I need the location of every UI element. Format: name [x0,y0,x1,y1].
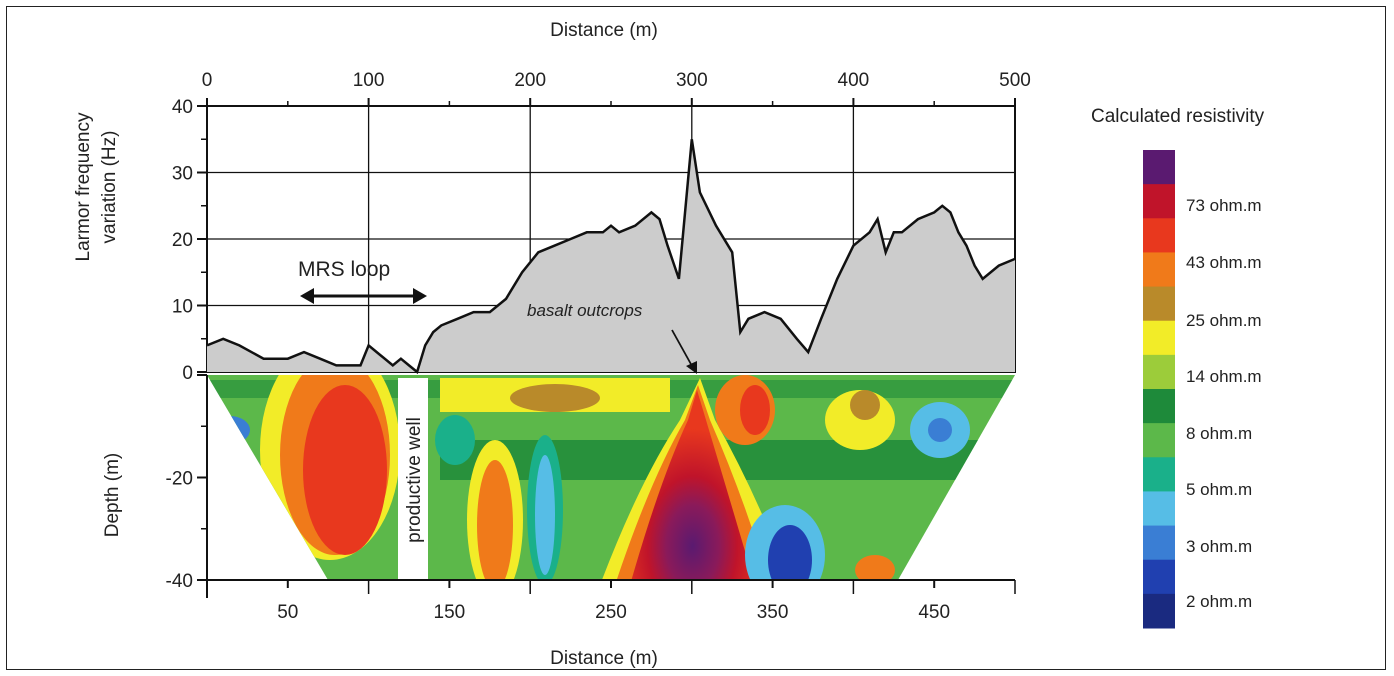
x-tick-label: 100 [353,70,385,91]
colorbar-segment [1143,559,1175,595]
y-tick-label: 10 [172,297,193,318]
colorbar-segment [1143,286,1175,322]
basalt-outcrops-label: basalt outcrops [527,301,643,320]
x-tick-label: 200 [514,70,546,91]
bottom-y-axis-title: Depth (m) [102,453,123,537]
colorbar-segment [1143,320,1175,356]
distance-tick-label: 250 [595,602,627,623]
distance-tick-label: 50 [277,602,298,623]
mrs-loop-arrow [300,288,427,304]
top-x-axis-title: Distance (m) [550,20,658,41]
y-tick-label: 40 [172,97,193,118]
frequency-area [207,139,1015,372]
bottom-x-axis-title: Distance (m) [550,648,658,669]
mrs-loop-label: MRS loop [298,258,390,281]
distance-tick-label: 450 [918,602,950,623]
colorbar-segment [1143,184,1175,219]
y-tick-label: 30 [172,164,193,185]
frequency-line [206,139,1016,375]
y-tick-label: 0 [182,363,193,384]
legend-label: 14 ohm.m [1186,367,1262,386]
colorbar-segment [1143,457,1175,492]
legend-label: 73 ohm.m [1186,196,1262,215]
top-y-axis-title-line1: Larmor frequency [73,112,94,261]
productive-well-label: productive well [404,417,425,543]
legend-title: Calculated resistivity [1091,106,1265,127]
colorbar-segment [1143,252,1175,288]
legend-label: 8 ohm.m [1186,424,1252,443]
colorbar-segment [1143,423,1175,458]
top-y-axis-title-line2: variation (Hz) [99,131,120,244]
x-tick-label: 400 [838,70,870,91]
colorbar-segment [1143,525,1175,561]
colorbar-segment [1143,150,1175,185]
colorbar-segment [1143,354,1175,390]
depth-tick-label: -20 [166,469,193,490]
colorbar-segment [1143,389,1175,424]
legend-label: 43 ohm.m [1186,253,1262,272]
legend-label: 3 ohm.m [1186,537,1252,556]
resistivity-section [207,375,1015,580]
legend-label: 2 ohm.m [1186,592,1252,611]
colorbar-segment [1143,218,1175,253]
y-tick-label: 20 [172,230,193,251]
productive-well-strip [398,378,428,583]
depth-tick-label: -40 [166,571,193,592]
x-tick-label: 300 [676,70,708,91]
resistivity-legend-labels: 73 ohm.m 43 ohm.m 25 ohm.m 14 ohm.m 8 ohm.m 5… [1186,196,1262,611]
legend-label: 25 ohm.m [1186,311,1262,330]
x-tick-label: 500 [999,70,1031,91]
distance-tick-label: 150 [434,602,466,623]
colorbar-segment [1143,593,1175,629]
distance-tick-label: 350 [757,602,789,623]
basalt-arrow [671,329,697,374]
resistivity-colorbar [1143,150,1175,629]
section-axes: -20 -40 50 150 250 350 450 [166,374,1016,623]
x-tick-label: 0 [202,70,213,91]
legend-label: 5 ohm.m [1186,480,1252,499]
colorbar-segment [1143,491,1175,527]
